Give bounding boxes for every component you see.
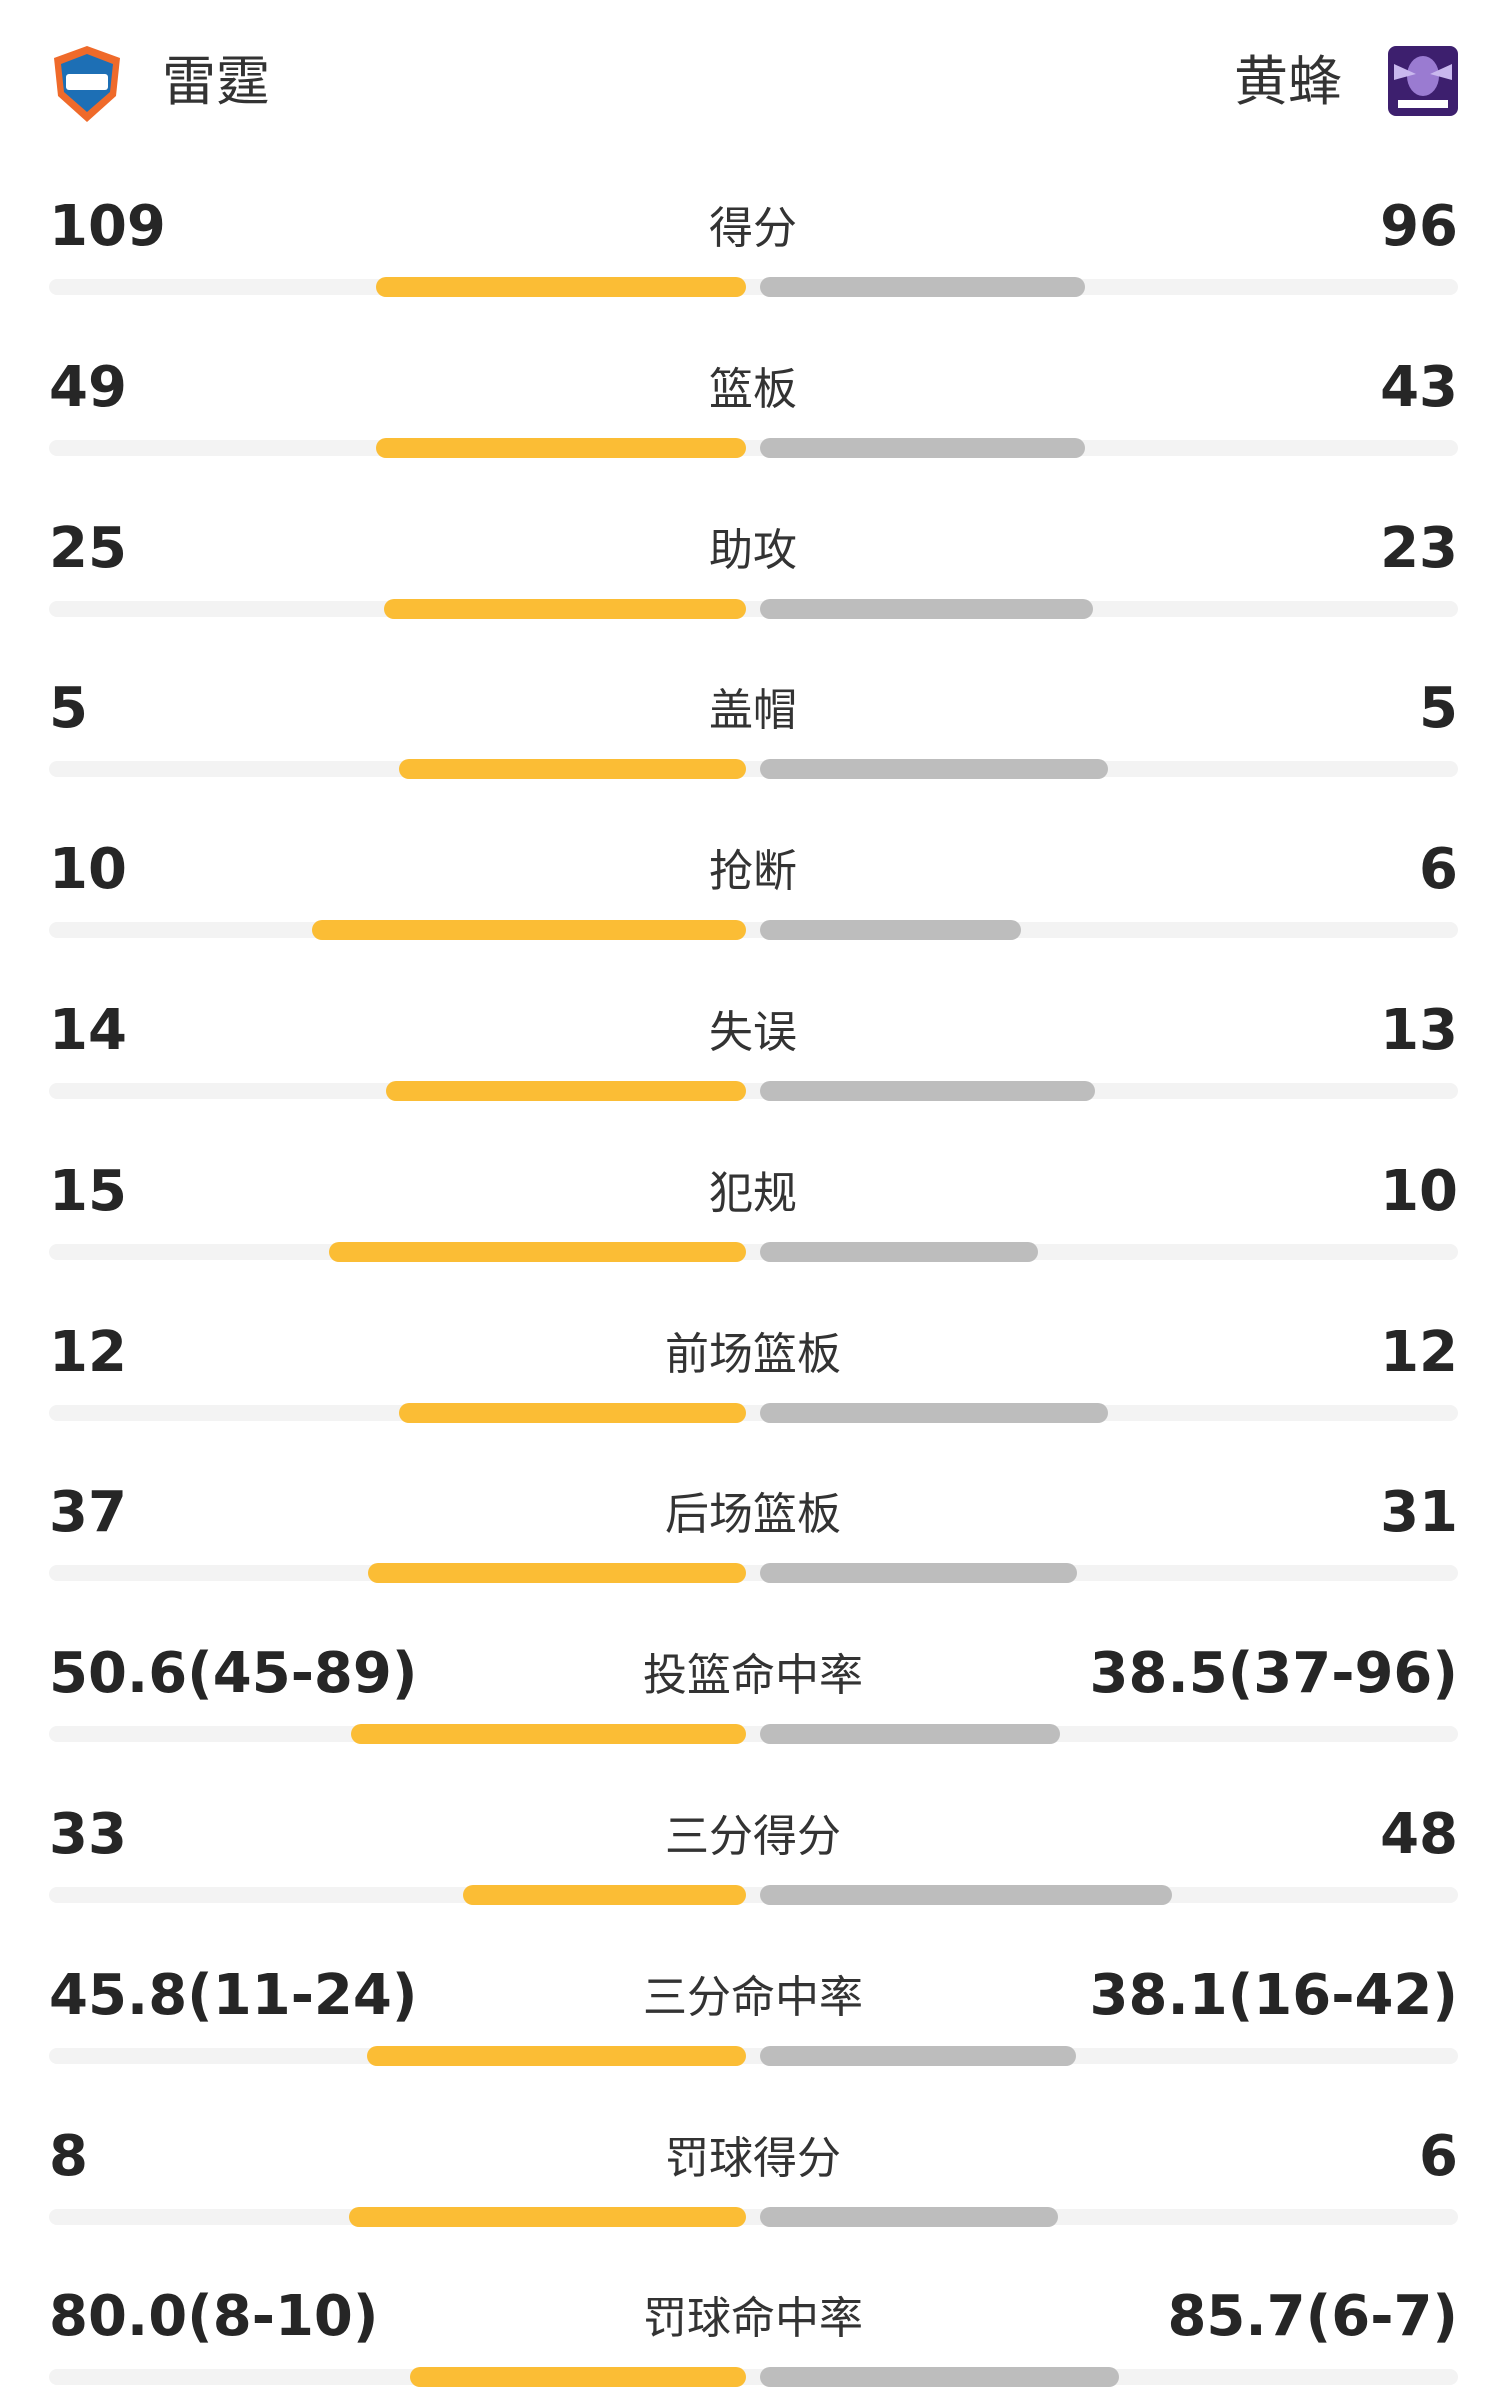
bar-track	[49, 1726, 1458, 1743]
away-value: 48	[1380, 1802, 1458, 1867]
away-value: 12	[1380, 1319, 1458, 1385]
away-bar	[760, 1241, 1038, 1262]
home-bar	[410, 2367, 746, 2388]
home-bar	[348, 2206, 746, 2227]
bar-track	[49, 922, 1458, 939]
away-bar	[760, 1081, 1095, 1101]
home-value: 25	[49, 515, 127, 581]
away-bar	[760, 2367, 1120, 2388]
bar-track	[49, 600, 1458, 617]
home-value: 45.8(11-24)	[49, 1962, 418, 2028]
bar-track	[49, 1565, 1458, 1582]
away-value: 43	[1380, 354, 1458, 420]
home-value: 14	[49, 998, 127, 1063]
stat-label: 失误	[709, 1007, 797, 1058]
home-bar	[375, 437, 746, 458]
home-bar	[311, 920, 746, 941]
away-value: 96	[1380, 194, 1458, 259]
away-value: 23	[1380, 515, 1458, 581]
home-value: 80.0(8-10)	[49, 2284, 379, 2350]
bar-track	[49, 279, 1458, 295]
away-value: 38.5(37-96)	[1089, 1641, 1458, 1707]
home-bar	[376, 277, 746, 297]
stat-label: 投篮命中率	[643, 1650, 863, 1702]
away-value: 13	[1380, 998, 1458, 1063]
home-bar	[398, 759, 746, 780]
stat-label: 助攻	[709, 524, 797, 576]
stat-label: 盖帽	[709, 685, 797, 737]
home-team: 雷霆	[162, 50, 270, 113]
logo-wings	[1394, 64, 1452, 80]
away-value: 6	[1419, 2123, 1458, 2189]
bar-track	[49, 761, 1458, 778]
away-bar	[760, 1724, 1061, 1745]
stat-label: 得分	[709, 203, 797, 254]
away-logo	[1388, 46, 1458, 116]
away-value: 31	[1380, 1480, 1458, 1546]
away-bar	[760, 1885, 1172, 1905]
home-value: 37	[49, 1480, 127, 1546]
home-bar	[398, 1402, 746, 1423]
stat-label: 三分命中率	[643, 1971, 863, 2023]
away-bar	[760, 1563, 1077, 1584]
home-value: 12	[49, 1319, 127, 1385]
home-value: 49	[49, 354, 127, 420]
away-bar	[760, 437, 1085, 458]
away-bar	[760, 277, 1086, 297]
stat-label: 前场篮板	[665, 1328, 841, 1380]
away-team: 黄蜂	[1234, 50, 1342, 113]
stat-label: 犯规	[709, 1167, 797, 1219]
away-bar	[760, 598, 1094, 619]
home-value: 33	[49, 1802, 127, 1867]
away-bar	[760, 920, 1021, 941]
bar-track	[49, 439, 1458, 456]
bar-track	[49, 1887, 1458, 1903]
away-value: 6	[1419, 837, 1458, 903]
bar-track	[49, 2208, 1458, 2225]
home-bar	[367, 1563, 746, 1584]
away-value: 38.1(16-42)	[1089, 1962, 1458, 2028]
bar-track	[49, 1083, 1458, 1099]
away-bar	[760, 2206, 1058, 2227]
logo-band	[1398, 100, 1448, 108]
bar-track	[49, 2369, 1458, 2386]
stat-label: 罚球得分	[665, 2132, 841, 2184]
stat-label: 抢断	[709, 846, 797, 898]
home-bar	[462, 1885, 746, 1905]
stat-label: 罚球命中率	[643, 2293, 863, 2345]
home-value: 50.6(45-89)	[49, 1641, 418, 1707]
bar-track	[49, 1243, 1458, 1260]
home-value: 15	[49, 1158, 127, 1224]
bar-track	[49, 1404, 1458, 1421]
away-bar	[760, 2045, 1076, 2066]
away-value: 5	[1419, 676, 1458, 742]
home-bar	[366, 2045, 746, 2066]
away-bar	[760, 1402, 1108, 1423]
logo-hornet	[1407, 56, 1439, 96]
home-value: 8	[49, 2123, 88, 2189]
away-bar	[760, 759, 1108, 780]
stat-label: 篮板	[709, 363, 797, 415]
home-value: 5	[49, 676, 88, 742]
home-value: 109	[49, 194, 166, 259]
home-bar	[385, 1081, 746, 1101]
away-value: 10	[1380, 1158, 1458, 1224]
home-bar	[384, 598, 746, 619]
away-value: 85.7(6-7)	[1167, 2284, 1458, 2350]
home-bar	[351, 1724, 746, 1745]
stat-label: 后场篮板	[665, 1489, 841, 1541]
bar-track	[49, 2047, 1458, 2064]
stat-label: 三分得分	[665, 1811, 841, 1862]
logo-band	[66, 74, 108, 90]
home-bar	[329, 1241, 746, 1262]
home-logo	[54, 46, 120, 122]
home-value: 10	[49, 837, 127, 903]
